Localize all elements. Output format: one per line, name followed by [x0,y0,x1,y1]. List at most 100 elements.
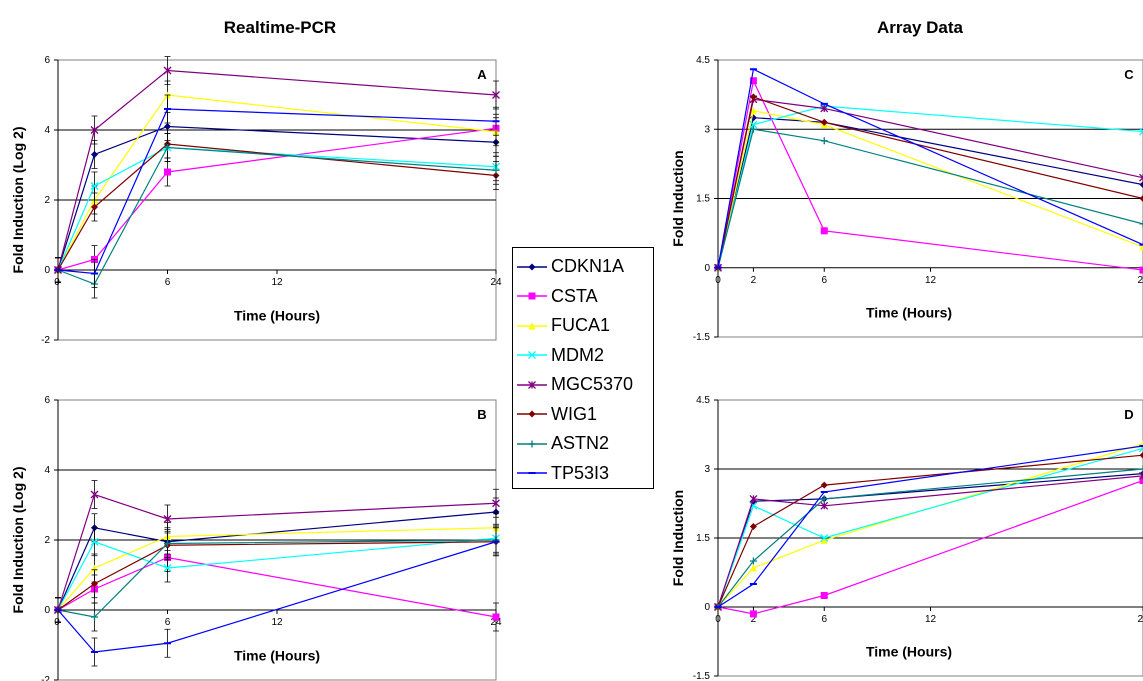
panel-a-point-astn2 [492,166,500,174]
panel-d-point-wig1 [749,523,757,530]
panel-d-x-tick-label: 0 [715,614,721,625]
panel-a-point-astn2 [164,144,171,151]
panel-b-point-csta [492,613,500,621]
panel-d-point-mdm2 [820,534,829,542]
panel-b-line-mgc5370 [57,493,497,611]
panel-c-series-fuca1 [714,107,1143,272]
legend-swatch-mgc5370 [517,380,547,389]
panel-d-y-tick-label: 0 [704,602,710,613]
panel-d-y-tick-label: -1.5 [693,671,711,681]
legend-label: CDKN1A [551,256,625,277]
panel-a-point-cdkn1a [91,151,98,158]
panel-a-series-tp53i3 [54,94,500,288]
legend-entry-tp53i3: TP53I3 [513,459,653,489]
panel-c-series-tp53i3 [714,68,1143,269]
panel-c-series-cdkn1a [714,114,1143,272]
panel-d-x-tick-label: 2 [751,614,757,625]
panel-c-point-astn2 [820,137,828,145]
panel-b-x-tick-label: 12 [271,617,283,628]
legend-swatch-csta [517,292,547,300]
panel-c-x-axis-label: Time (Hours) [866,305,952,321]
chart-legend: CDKN1A CSTA FUCA1 MDM2 MGC5370 WIG1 ASTN2 TP53I… [512,247,654,489]
panel-c-chart: -1.5 0 1.5 3 4.5 0 2 6 12 24 Time (Hours) Fold Indu… [670,55,1143,343]
panel-a-point-csta [164,168,171,176]
legend-entry-csta: CSTA [513,282,653,312]
panel-c-y-tick-label: 0 [704,263,710,274]
panel-d-y-axis-label: Fold Induction [670,490,686,586]
panel-c-point-wig1 [1139,195,1143,202]
panel-a-x-axis-label: Time (Hours) [234,307,320,323]
panel-b-line-csta [57,556,497,618]
panel-c-series-mdm2 [714,102,1143,272]
panel-b-point-astn2 [164,540,171,547]
panel-d-x-tick-label: 12 [925,614,937,625]
panel-c-x-tick-label: 24 [1137,275,1143,286]
panel-c-point-wig1 [820,118,828,126]
panel-d-line-mgc5370 [717,475,1143,608]
legend-label: MDM2 [551,344,604,365]
panel-b-y-axis-label: Fold Induction (Log 2) [10,467,26,614]
panel-c-point-mdm2 [1139,127,1143,136]
right-chart-title: Array Data [877,18,963,37]
legend-entry-mdm2: MDM2 [513,341,653,371]
panel-a-y-tick-label: 0 [44,265,50,276]
panel-d-point-mgc5370 [749,494,758,503]
panel-a-line-cdkn1a [57,125,497,271]
panel-a-line-mgc5370 [57,69,497,271]
panel-d-x-tick-label: 24 [1137,614,1143,625]
legend-swatch-cdkn1a [517,263,547,271]
panel-d-series-mgc5370 [714,471,1143,611]
panel-b-y-tick-label: 0 [44,605,50,616]
panel-b-y-tick-label: 2 [44,535,50,546]
panel-b-line-wig1 [57,541,497,611]
panel-b-series-mdm2 [54,523,500,623]
legend-label: TP53I3 [551,462,610,483]
panel-c-point-mdm2 [749,120,758,129]
panel-b-point-mdm2 [90,537,99,546]
panel-d-chart: -1.5 0 1.5 3 4.5 0 2 6 12 24 Time (Hours) Fold Indu… [670,395,1143,681]
panel-d-point-csta [820,592,828,599]
panel-a-label: A [477,67,487,82]
panel-d-line-tp53i3 [717,445,1143,608]
panel-c-point-csta [749,77,757,85]
panel-d-line-wig1 [717,454,1143,608]
panel-c-line-wig1 [717,96,1143,268]
panel-d-point-fuca1 [749,564,757,572]
panel-c-x-tick-label: 6 [821,275,827,286]
panel-d-label: D [1124,407,1133,422]
panel-a-line-mdm2 [57,146,497,271]
panel-b-line-astn2 [57,539,497,618]
panel-a-y-tick-label: 6 [44,55,50,66]
panel-d-point-astn2 [820,495,828,503]
panel-d-series-cdkn1a [714,470,1143,611]
panel-d-series-csta [714,477,1143,618]
panel-a-y-tick-label: -2 [41,335,50,346]
panel-b-series-tp53i3 [54,527,500,667]
panel-d-point-wig1 [820,481,828,489]
panel-c-y-axis-label: Fold Induction [670,150,686,246]
legend-entry-fuca1: FUCA1 [513,311,653,341]
panel-c-x-tick-label: 0 [715,275,721,286]
panel-c-series-wig1 [714,93,1143,272]
panel-b-point-mgc5370 [492,499,500,508]
panel-d-y-tick-label: 1.5 [696,533,710,544]
legend-swatch-wig1 [517,410,547,418]
panel-a-x-tick-label: 24 [490,277,502,288]
panel-a-line-fuca1 [57,94,497,271]
panel-c-point-mgc5370 [820,104,829,113]
panel-b-point-wig1 [91,580,98,588]
panel-a-line-tp53i3 [57,108,497,275]
panel-c-point-mgc5370 [1139,173,1143,182]
panel-d-series-fuca1 [714,440,1143,611]
legend-label: WIG1 [551,403,598,424]
panel-b-point-mdm2 [163,564,172,572]
legend-entry-wig1: WIG1 [513,400,653,430]
panel-a-y-tick-label: 4 [44,125,50,136]
panel-c-point-csta [1139,266,1143,274]
legend-swatch-fuca1 [517,322,547,330]
panel-a-line-astn2 [57,146,497,285]
panel-c-line-fuca1 [717,110,1143,268]
panel-a-point-cdkn1a [164,123,171,130]
